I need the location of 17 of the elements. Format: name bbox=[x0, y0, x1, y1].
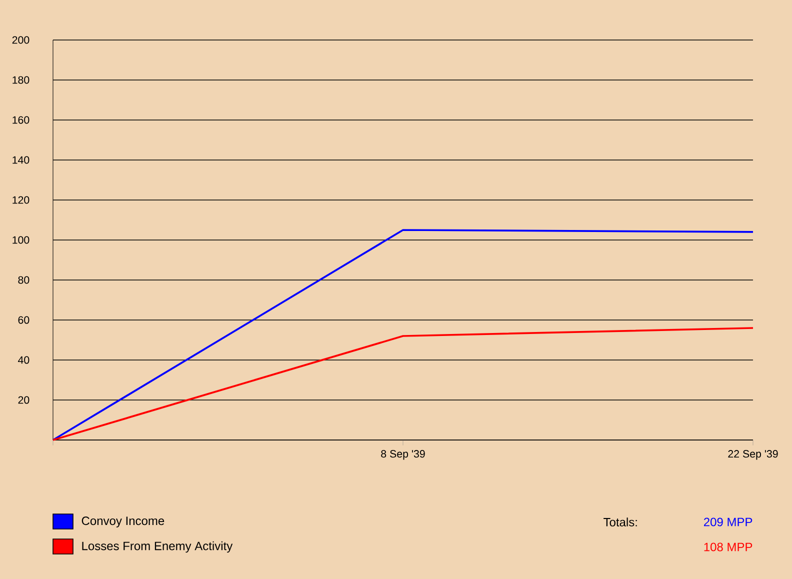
y-tick-label: 160 bbox=[12, 116, 30, 124]
y-tick-label: 60 bbox=[18, 316, 30, 324]
y-tick-label: 140 bbox=[12, 156, 30, 164]
y-tick-label: 20 bbox=[18, 396, 30, 404]
text: Totals: bbox=[604, 518, 637, 526]
legend-label: Convoy Income bbox=[82, 516, 164, 528]
x-tick-label: 22 Sep '39 bbox=[728, 450, 778, 460]
y-tick-label: 200 bbox=[12, 36, 30, 44]
y-tick-label: 120 bbox=[12, 196, 30, 204]
y-tick-label: 100 bbox=[12, 236, 30, 244]
x-tick-label: 8 Sep '39 bbox=[381, 450, 425, 460]
text: 108 MPP bbox=[704, 542, 752, 552]
y-tick-label: 80 bbox=[18, 276, 30, 284]
y-tick-label: 40 bbox=[18, 356, 30, 364]
y-tick-label: 180 bbox=[12, 76, 30, 84]
text: 209 MPP bbox=[704, 518, 752, 526]
legend-label: Losses From Enemy Activity bbox=[82, 541, 233, 553]
